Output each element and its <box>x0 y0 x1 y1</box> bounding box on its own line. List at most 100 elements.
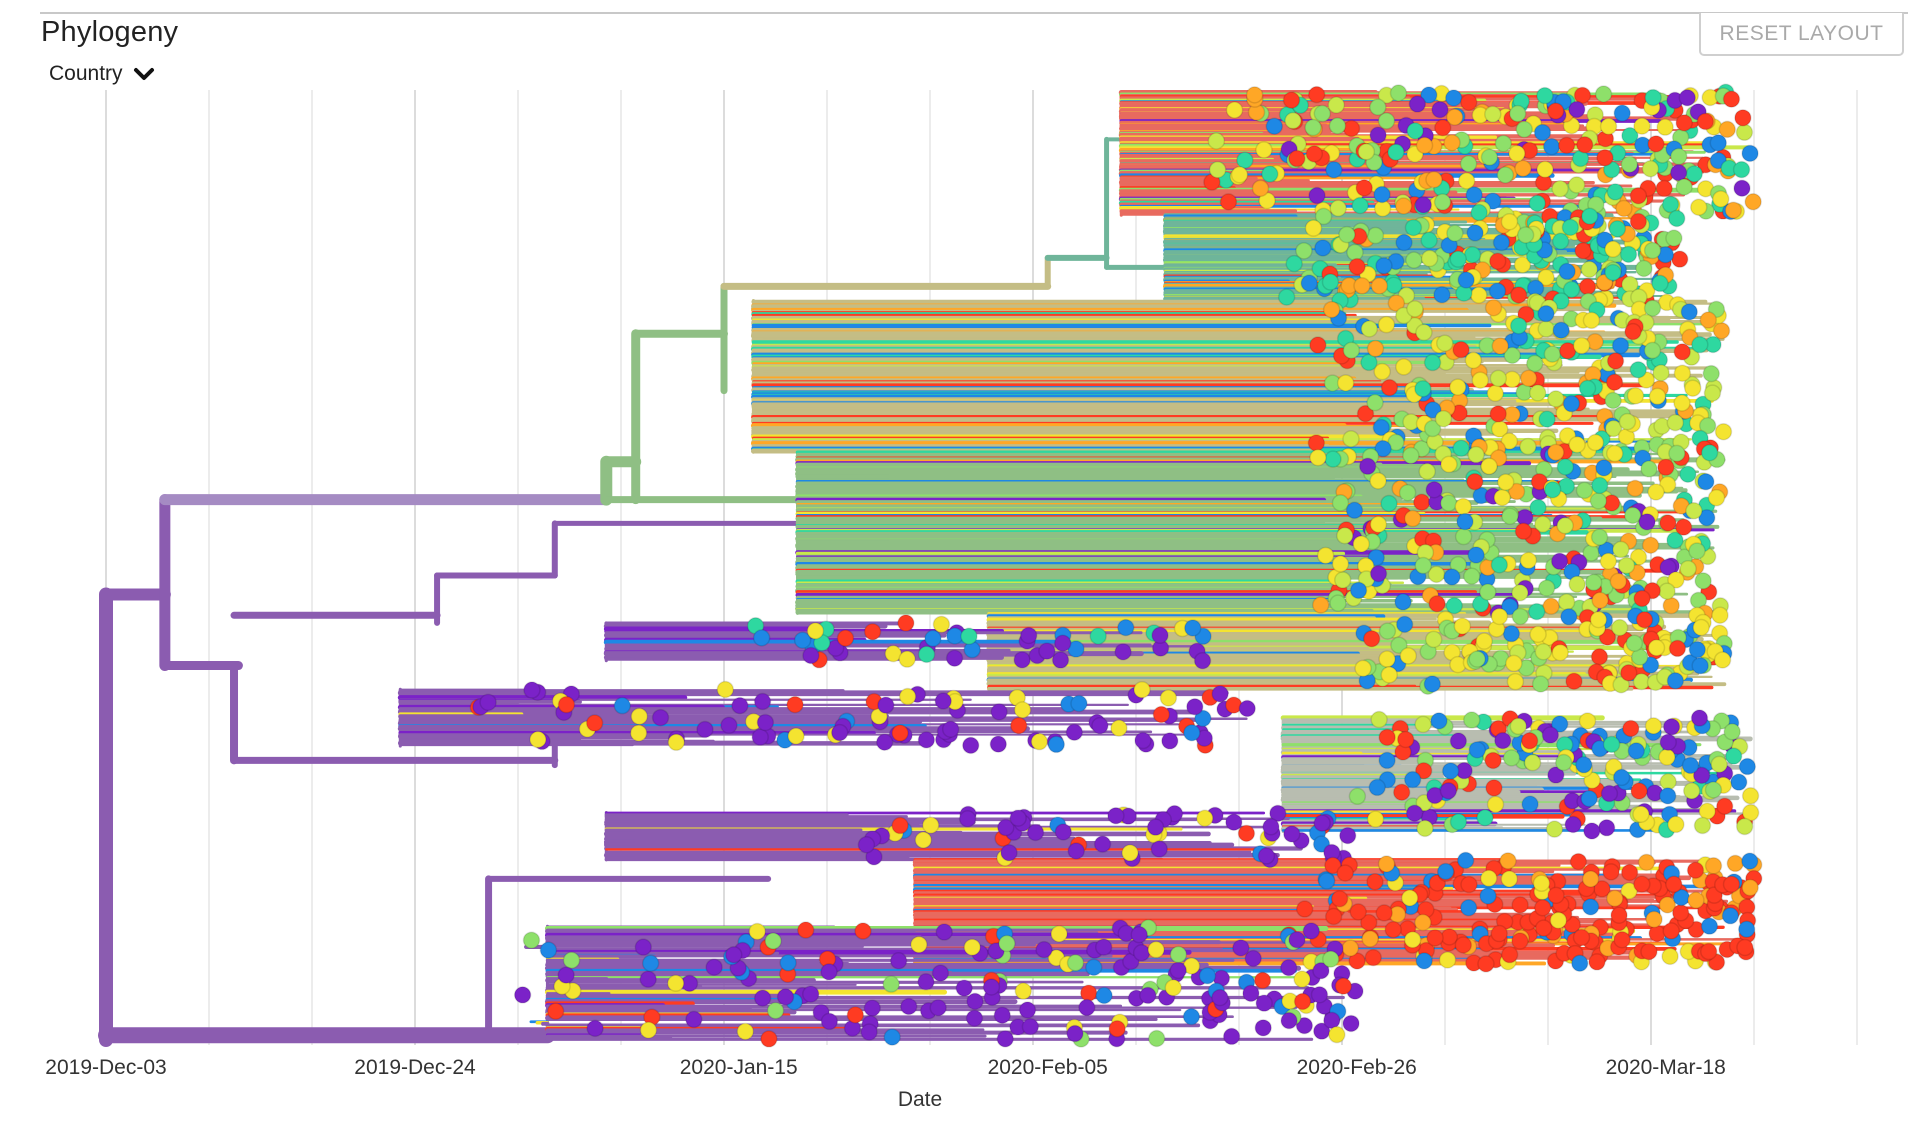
tip-node <box>1703 384 1722 402</box>
tip-node <box>1307 85 1326 104</box>
tip-node <box>1415 136 1434 155</box>
tip-node <box>1509 286 1528 304</box>
tip-node <box>1354 659 1372 678</box>
tip-node <box>1513 256 1532 274</box>
tip-node <box>479 693 497 712</box>
tip-node <box>1507 482 1526 501</box>
tip-node <box>1715 797 1734 815</box>
tip-node <box>1459 155 1478 173</box>
tip-node <box>1741 852 1759 870</box>
tip-node <box>1612 675 1630 694</box>
tip-node <box>1456 512 1474 531</box>
tip-node <box>1428 595 1446 613</box>
color-by-dropdown[interactable]: Country <box>49 62 155 86</box>
tip-node <box>1394 197 1413 215</box>
tip-node <box>1605 373 1624 391</box>
tip-node <box>1345 501 1364 520</box>
tip-node <box>764 932 782 950</box>
tip-node <box>1721 907 1740 925</box>
tip-node <box>1671 250 1689 268</box>
reset-layout-button[interactable]: RESET LAYOUT <box>1699 13 1904 56</box>
tip-node <box>1346 243 1364 262</box>
tip-node <box>1328 117 1347 135</box>
tip-node <box>1352 535 1370 553</box>
tip-node <box>1562 280 1581 299</box>
tip-node <box>1557 136 1576 155</box>
tip-node <box>1502 624 1521 643</box>
tip-node <box>1596 148 1614 167</box>
tip-node <box>1314 239 1332 257</box>
tip-node <box>1369 126 1387 144</box>
tip-node <box>1637 853 1656 872</box>
tip-node <box>963 938 981 956</box>
tip-node <box>1682 782 1701 800</box>
tip-node <box>1395 358 1413 376</box>
tip-node <box>1696 112 1715 131</box>
tip-node <box>1583 822 1601 840</box>
tip-node <box>1714 422 1733 441</box>
tip-node <box>917 973 935 991</box>
tip-node <box>1047 735 1066 754</box>
tip-node <box>546 1002 565 1021</box>
tip-node <box>1424 630 1443 649</box>
tip-node <box>539 941 558 959</box>
tip-node <box>1013 651 1031 669</box>
tip-node <box>797 921 815 939</box>
tip-node <box>1369 515 1388 534</box>
tip-node <box>1575 481 1594 500</box>
tip-node <box>1310 985 1329 1004</box>
tip-node <box>1452 439 1470 457</box>
tip-node <box>1704 857 1723 875</box>
tip-node <box>779 954 797 972</box>
tip-node <box>1420 249 1439 268</box>
tip-node <box>1618 412 1637 431</box>
tip-node <box>1366 226 1385 245</box>
tip-node <box>586 1019 604 1038</box>
tip-node <box>1620 863 1639 882</box>
tip-node <box>1110 719 1128 737</box>
tip-node <box>1667 815 1685 834</box>
tip-node <box>666 974 685 993</box>
tip-node <box>1182 1007 1201 1026</box>
tip-node <box>1420 231 1438 249</box>
tip-node <box>1658 748 1676 766</box>
tip-node <box>1484 298 1503 317</box>
tip-node <box>748 922 767 941</box>
tip-node <box>1492 233 1511 252</box>
tip-node <box>1431 100 1449 119</box>
tip-node <box>1452 340 1470 359</box>
tip-node <box>1456 851 1475 870</box>
tip-node <box>1606 352 1625 370</box>
tip-node <box>1586 433 1605 452</box>
tip-node <box>1251 179 1270 198</box>
tip-node <box>1327 96 1346 114</box>
tip-node <box>1325 161 1343 179</box>
tip-node <box>1009 716 1028 735</box>
tip-node <box>1673 394 1691 412</box>
tip-node <box>1117 618 1135 637</box>
tip-node <box>1625 634 1644 653</box>
tip-node <box>1622 719 1640 738</box>
tip-node <box>1169 945 1188 964</box>
tip-node <box>1283 825 1301 843</box>
tip-node <box>1070 694 1088 713</box>
tip-node <box>756 713 775 732</box>
tip-node <box>1285 254 1303 273</box>
tip-node <box>1612 768 1631 787</box>
tip-node <box>883 1028 901 1046</box>
tip-node <box>1508 144 1526 163</box>
tip-node <box>1186 697 1204 716</box>
tip-node <box>1693 816 1712 835</box>
tip-node <box>1606 889 1624 908</box>
tip-node <box>1414 715 1432 734</box>
tip-node <box>1253 971 1272 990</box>
tip-node <box>1328 1025 1346 1044</box>
tip-node <box>1378 622 1397 640</box>
x-axis-title: Date <box>898 1088 942 1111</box>
tip-node <box>1617 556 1636 575</box>
tip-node <box>1454 497 1473 516</box>
tip-node <box>1038 642 1056 660</box>
tip-node <box>1463 245 1482 264</box>
tip-node <box>1147 940 1165 959</box>
